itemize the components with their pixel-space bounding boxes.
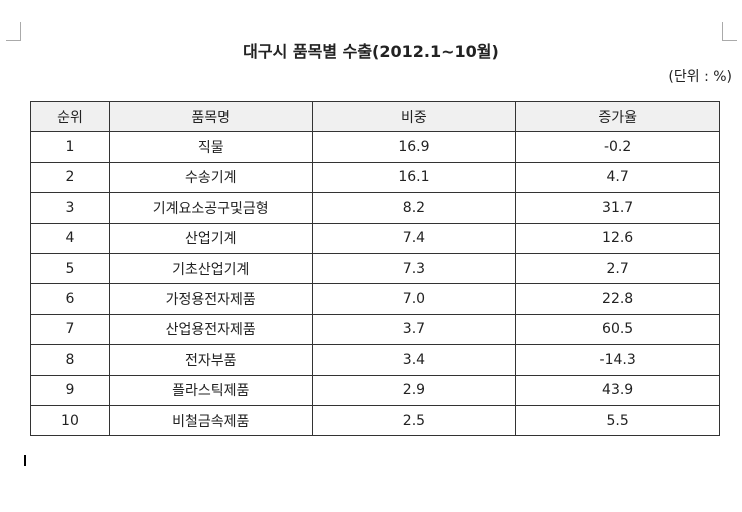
table-cell: 5.5 <box>515 404 720 437</box>
table-row: 3 기계요소공구및금형 8.2 31.7 <box>30 192 720 224</box>
table-row: 4 산업기계 7.4 12.6 <box>30 222 720 254</box>
table-cell: 직물 <box>108 131 313 163</box>
table-cell: 4 <box>30 222 110 254</box>
table-row: 9 플라스틱제품 2.9 43.9 <box>30 374 720 406</box>
table-row: 8 전자부품 3.4 -14.3 <box>30 344 720 376</box>
header-cell: 비중 <box>311 100 517 133</box>
table-cell: 7.3 <box>311 252 517 285</box>
table-row: 5 기초산업기계 7.3 2.7 <box>30 252 720 285</box>
table-cell: -0.2 <box>515 131 720 163</box>
table-cell: 8 <box>30 344 110 376</box>
table-cell: 3.7 <box>311 313 517 346</box>
header-row: 순위 품목명 비중 증가율 <box>30 100 720 133</box>
table-cell: 기계요소공구및금형 <box>108 192 313 224</box>
table-cell: 22.8 <box>515 283 720 315</box>
page-corner <box>722 22 737 41</box>
table-cell: 16.9 <box>311 131 517 163</box>
table-cell: 비철금속제품 <box>108 404 313 437</box>
table-cell: 6 <box>30 283 110 315</box>
table-cell: 산업기계 <box>108 222 313 254</box>
table-row: 7 산업용전자제품 3.7 60.5 <box>30 313 720 346</box>
table-cell: 12.6 <box>515 222 720 254</box>
table-cell: 기초산업기계 <box>108 252 313 285</box>
header-cell: 품목명 <box>108 100 313 133</box>
table-cell: 5 <box>30 252 110 285</box>
table-row: 10 비철금속제품 2.5 5.5 <box>30 404 720 437</box>
table-cell: 수송기계 <box>108 161 313 194</box>
text-cursor <box>24 455 26 466</box>
table-cell: 31.7 <box>515 192 720 224</box>
header-cell: 순위 <box>30 100 110 133</box>
table-cell: 2.7 <box>515 252 720 285</box>
table-cell: 전자부품 <box>108 344 313 376</box>
table-cell: 7 <box>30 313 110 346</box>
table-cell: 2.5 <box>311 404 517 437</box>
table-row: 2 수송기계 16.1 4.7 <box>30 161 720 194</box>
table-cell: 4.7 <box>515 161 720 194</box>
table-cell: 3 <box>30 192 110 224</box>
table-cell: 9 <box>30 374 110 406</box>
document-title: 대구시 품목별 수출(2012.1~10월) <box>243 42 499 61</box>
table-cell: 7.0 <box>311 283 517 315</box>
table-cell: 10 <box>30 404 110 437</box>
unit-note: (단위 : %) <box>668 69 732 85</box>
table-row: 6 가정용전자제품 7.0 22.8 <box>30 283 720 315</box>
table-cell: -14.3 <box>515 344 720 376</box>
table-cell: 43.9 <box>515 374 720 406</box>
table-cell: 산업용전자제품 <box>108 313 313 346</box>
table-cell: 1 <box>30 131 110 163</box>
table-cell: 2 <box>30 161 110 194</box>
export-table: 순위 품목명 비중 증가율 1 직물 16.9 -0.2 2 수송기계 16.1 4.7 3 기계요소공… <box>30 100 720 437</box>
table-row: 1 직물 16.9 -0.2 <box>30 131 720 163</box>
header-cell: 증가율 <box>515 100 720 133</box>
table-cell: 2.9 <box>311 374 517 406</box>
table-cell: 3.4 <box>311 344 517 376</box>
table-cell: 플라스틱제품 <box>108 374 313 406</box>
table-cell: 16.1 <box>311 161 517 194</box>
table-cell: 7.4 <box>311 222 517 254</box>
table-cell: 8.2 <box>311 192 517 224</box>
table-cell: 60.5 <box>515 313 720 346</box>
table-cell: 가정용전자제품 <box>108 283 313 315</box>
page-corner <box>6 22 21 41</box>
